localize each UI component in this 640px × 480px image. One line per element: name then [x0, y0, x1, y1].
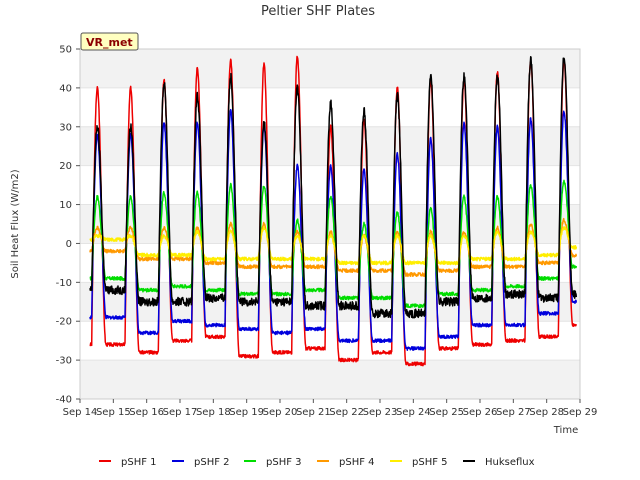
x-axis-label: Time: [553, 425, 578, 436]
chart-title: Peltier SHF Plates: [261, 4, 375, 19]
x-tick-label: Sep 16: [129, 407, 164, 418]
shaded-band-3: [80, 282, 580, 322]
series-layer: [89, 55, 578, 367]
legend-label: pSHF 4: [339, 457, 375, 468]
y-tick-label: -30: [56, 356, 72, 367]
vr-met-badge: VR_met: [80, 32, 139, 51]
series-line-pshf-5: [89, 226, 578, 266]
legend-label: pSHF 2: [194, 457, 230, 468]
legend-label: pSHF 5: [412, 457, 448, 468]
x-tick-label: Sep 25: [429, 407, 464, 418]
y-tick-label: 30: [59, 122, 72, 133]
y-tick-label: -40: [56, 395, 72, 406]
y-tick-label: 20: [59, 161, 72, 172]
y-tick-label: 40: [59, 83, 72, 94]
x-tick-label: Sep 19: [229, 407, 264, 418]
badge-box: [80, 32, 139, 51]
badge-text: VR_met: [86, 36, 133, 49]
x-tick-label: Sep 17: [163, 407, 198, 418]
x-tick-label: Sep 22: [329, 407, 364, 418]
x-tick-label: Sep 26: [463, 407, 498, 418]
y-tick-label: -10: [56, 278, 72, 289]
y-tick-label: -20: [56, 317, 72, 328]
legend-label: pSHF 1: [121, 457, 157, 468]
x-tick-label: Sep 23: [363, 407, 398, 418]
x-tick-label: Sep 14: [63, 407, 98, 418]
x-tick-label: Sep 29: [563, 407, 598, 418]
x-tick-label: Sep 15: [96, 407, 131, 418]
y-tick-label: 0: [66, 239, 72, 250]
shaded-band-0: [80, 49, 580, 88]
series-line-hukseflux: [89, 56, 578, 319]
x-tick-label: Sep 27: [496, 407, 531, 418]
legend-label: Hukseflux: [485, 457, 535, 468]
y-axis: -40 -30 -20 -10 0 10 20 30 40 50: [56, 45, 80, 406]
x-tick-label: Sep 20: [263, 407, 298, 418]
series-line-pshf-2: [89, 108, 578, 351]
shaded-band-4: [80, 360, 580, 399]
y-tick-label: 10: [59, 200, 72, 211]
legend-label: pSHF 3: [266, 457, 302, 468]
x-tick-label: Sep 21: [296, 407, 331, 418]
x-tick-label: Sep 18: [196, 407, 231, 418]
y-tick-label: 50: [59, 45, 72, 56]
legend: pSHF 1 pSHF 2 pSHF 3 pSHF 4 pSHF 5 Hukseflux: [99, 457, 535, 468]
y-axis-label: Soil Heat Flux (W/m2): [10, 169, 21, 278]
x-tick-label: Sep 28: [529, 407, 564, 418]
x-tick-label: Sep 24: [396, 407, 431, 418]
plot-frame: [79, 48, 581, 400]
